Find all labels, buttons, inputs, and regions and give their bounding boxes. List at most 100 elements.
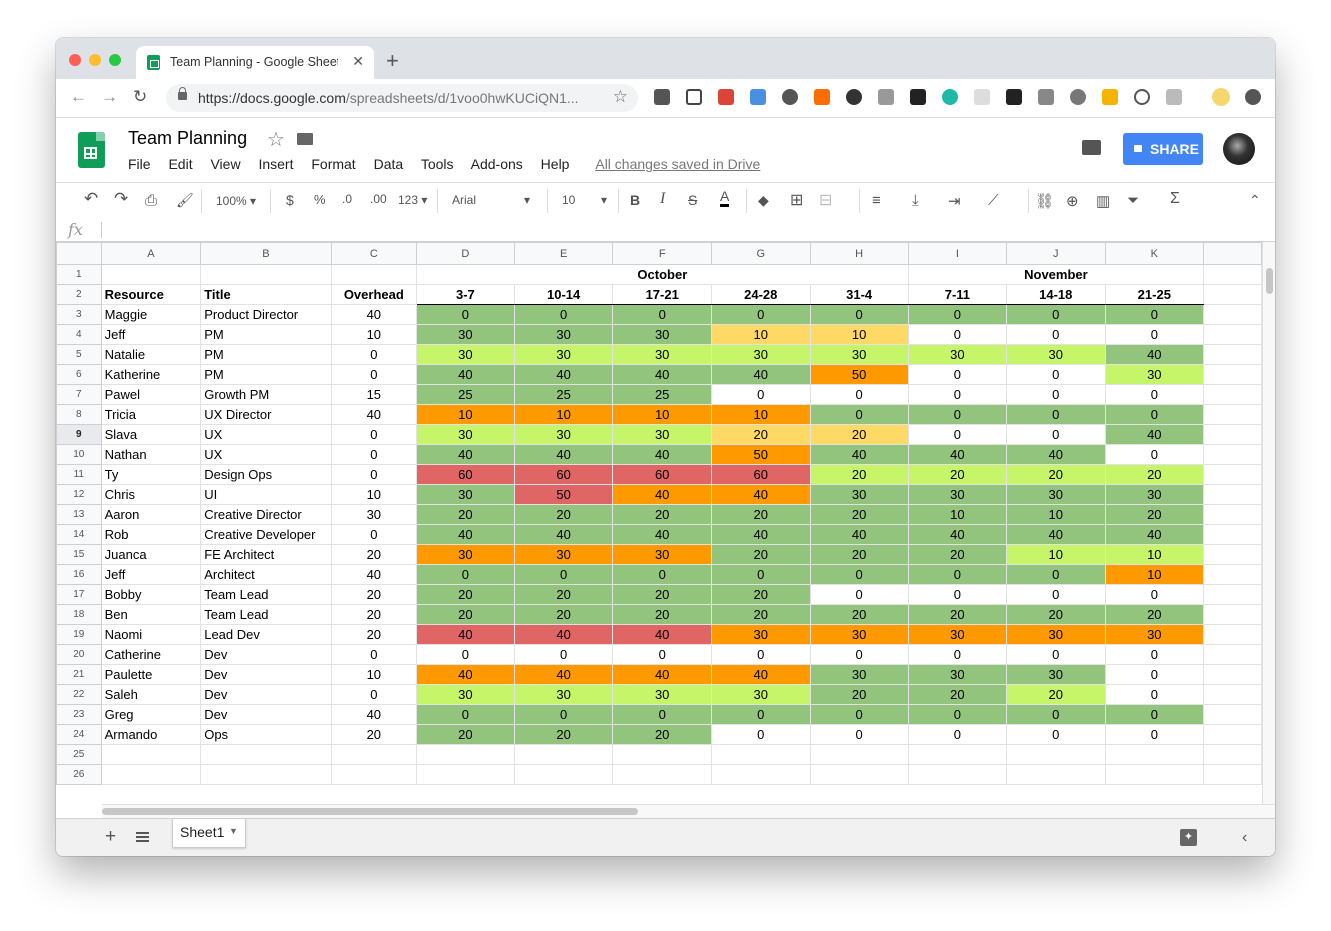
cell[interactable] xyxy=(1005,744,1106,765)
allocation-cell[interactable]: 20 xyxy=(907,464,1007,485)
allocation-cell[interactable]: 0 xyxy=(1104,324,1205,345)
overhead-cell[interactable]: 15 xyxy=(330,384,417,405)
borders-icon[interactable]: ⊞ xyxy=(790,192,804,209)
header-cell[interactable]: 10-14 xyxy=(513,284,614,305)
forward-icon[interactable]: → xyxy=(101,87,118,106)
allocation-cell[interactable]: 0 xyxy=(907,324,1007,345)
allocation-cell[interactable]: 30 xyxy=(1104,624,1205,645)
select-all-corner[interactable] xyxy=(56,242,102,265)
allocation-cell[interactable]: 30 xyxy=(513,344,614,365)
allocation-cell[interactable]: 40 xyxy=(415,444,515,465)
allocation-cell[interactable]: 20 xyxy=(415,604,515,625)
allocation-cell[interactable]: 20 xyxy=(809,604,909,625)
horizontal-scroll-thumb[interactable] xyxy=(102,808,638,815)
resource-cell[interactable]: Jeff xyxy=(100,324,202,345)
row-header[interactable]: 15 xyxy=(56,544,102,565)
grid-extension-icon[interactable] xyxy=(910,89,926,105)
reload-icon[interactable]: ↻ xyxy=(133,87,148,106)
title-cell[interactable]: PM xyxy=(200,344,332,365)
resource-cell[interactable]: Aaron xyxy=(100,504,202,525)
allocation-cell[interactable]: 40 xyxy=(612,624,712,645)
allocation-cell[interactable]: 20 xyxy=(415,504,515,525)
allocation-cell[interactable]: 40 xyxy=(513,664,614,685)
increase-decimal-button[interactable]: .00 xyxy=(370,192,387,206)
column-header[interactable]: J xyxy=(1005,242,1106,265)
allocation-cell[interactable]: 30 xyxy=(710,624,811,645)
allocation-cell[interactable]: 20 xyxy=(809,544,909,565)
allocation-cell[interactable]: 30 xyxy=(612,544,712,565)
menu-format[interactable]: Format xyxy=(311,156,356,172)
filter-icon[interactable]: ⏷ xyxy=(1127,192,1140,209)
overhead-cell[interactable]: 0 xyxy=(330,464,417,485)
allocation-cell[interactable]: 0 xyxy=(1005,404,1106,425)
title-cell[interactable]: Creative Developer xyxy=(200,524,332,545)
cell[interactable] xyxy=(612,744,712,765)
functions-icon[interactable]: Σ xyxy=(1170,190,1180,207)
bold-button[interactable]: B xyxy=(630,192,641,208)
title-cell[interactable]: Design Ops xyxy=(200,464,332,485)
allocation-cell[interactable]: 40 xyxy=(415,624,515,645)
todoist-extension-icon[interactable] xyxy=(718,89,734,105)
allocation-cell[interactable]: 0 xyxy=(907,724,1007,745)
browser-tab[interactable]: Team Planning - Google Sheets ✕ xyxy=(136,46,374,79)
column-header[interactable]: A xyxy=(100,242,202,265)
allocation-cell[interactable]: 40 xyxy=(612,484,712,505)
row-header[interactable]: 21 xyxy=(56,664,102,685)
cell[interactable] xyxy=(330,764,417,785)
title-cell[interactable]: Dev xyxy=(200,704,332,725)
allocation-cell[interactable]: 20 xyxy=(612,604,712,625)
allocation-cell[interactable]: 40 xyxy=(612,664,712,685)
title-cell[interactable]: Dev xyxy=(200,664,332,685)
allocation-cell[interactable]: 0 xyxy=(809,704,909,725)
allocation-cell[interactable]: 0 xyxy=(1104,684,1205,705)
allocation-cell[interactable]: 0 xyxy=(907,404,1007,425)
new-tab-button[interactable]: + xyxy=(386,48,399,73)
menu-insert[interactable]: Insert xyxy=(258,156,294,172)
allocation-cell[interactable]: 20 xyxy=(612,724,712,745)
resource-cell[interactable]: Natalie xyxy=(100,344,202,365)
allocation-cell[interactable]: 0 xyxy=(710,724,811,745)
header-cell[interactable]: 21-25 xyxy=(1104,284,1205,305)
allocation-cell[interactable]: 20 xyxy=(1005,684,1106,705)
allocation-cell[interactable]: 0 xyxy=(710,384,811,405)
title-cell[interactable]: PM xyxy=(200,324,332,345)
allocation-cell[interactable]: 0 xyxy=(1104,404,1205,425)
menu-data[interactable]: Data xyxy=(373,156,404,172)
row-header[interactable]: 9 xyxy=(56,424,102,445)
allocation-cell[interactable]: 40 xyxy=(415,524,515,545)
amazon-extension-icon[interactable] xyxy=(1006,89,1022,105)
info-extension-icon[interactable] xyxy=(1134,89,1150,105)
allocation-cell[interactable]: 30 xyxy=(513,684,614,705)
row-header[interactable]: 11 xyxy=(56,464,102,485)
column-header[interactable]: B xyxy=(200,242,332,265)
overhead-cell[interactable]: 40 xyxy=(330,564,417,585)
allocation-cell[interactable]: 60 xyxy=(612,464,712,485)
overhead-cell[interactable]: 20 xyxy=(330,544,417,565)
row-header[interactable]: 17 xyxy=(56,584,102,605)
cell[interactable] xyxy=(612,764,712,785)
document-title[interactable]: Team Planning xyxy=(128,128,248,148)
allocation-cell[interactable]: 10 xyxy=(710,404,811,425)
analytics-extension-icon[interactable] xyxy=(814,89,830,105)
allocation-cell[interactable]: 20 xyxy=(1104,604,1205,625)
allocation-cell[interactable]: 20 xyxy=(1005,464,1106,485)
allocation-cell[interactable]: 40 xyxy=(809,444,909,465)
row-header[interactable]: 20 xyxy=(56,644,102,665)
account-avatar[interactable] xyxy=(1223,133,1255,165)
allocation-cell[interactable]: 30 xyxy=(612,424,712,445)
allocation-cell[interactable]: 0 xyxy=(1104,644,1205,665)
overhead-cell[interactable]: 0 xyxy=(330,644,417,665)
spreadsheet-grid[interactable]: A B C D E F G H I J K 1 October November 2 Resource Titl… xyxy=(56,242,1262,804)
title-cell[interactable]: Growth PM xyxy=(200,384,332,405)
header-cell[interactable]: 14-18 xyxy=(1005,284,1106,305)
back-icon[interactable]: ← xyxy=(70,87,87,106)
allocation-cell[interactable]: 30 xyxy=(907,484,1007,505)
allocation-cell[interactable]: 0 xyxy=(907,644,1007,665)
update-icon[interactable] xyxy=(1245,89,1261,105)
allocation-cell[interactable]: 20 xyxy=(513,504,614,525)
allocation-cell[interactable]: 60 xyxy=(513,464,614,485)
allocation-cell[interactable]: 20 xyxy=(513,604,614,625)
undo-icon[interactable]: ↶ xyxy=(84,189,99,208)
header-cell[interactable]: 3-7 xyxy=(415,284,515,305)
vertical-scrollbar[interactable] xyxy=(1262,242,1275,804)
